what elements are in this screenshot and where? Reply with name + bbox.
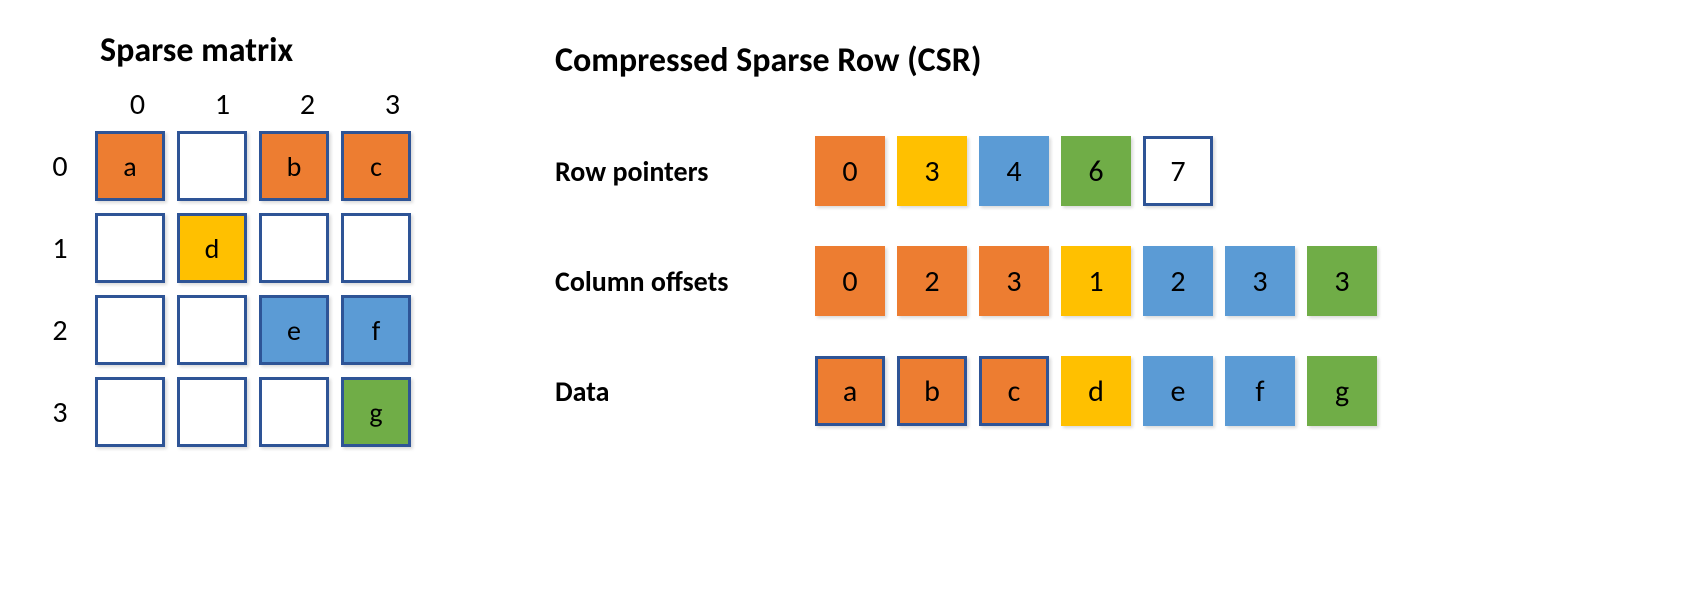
csr-cell: 2 bbox=[897, 246, 967, 316]
matrix-row: 1d bbox=[40, 213, 435, 283]
sparse-matrix-panel: Sparse matrix 0123 0abc1d2ef3g bbox=[40, 30, 435, 459]
csr-row: Column offsets0231233 bbox=[555, 246, 1377, 316]
matrix-row: 2 ef bbox=[40, 295, 435, 365]
sparse-matrix-title: Sparse matrix bbox=[100, 30, 293, 71]
matrix-cell bbox=[95, 377, 165, 447]
csr-cell: 3 bbox=[1225, 246, 1295, 316]
csr-cell: 7 bbox=[1143, 136, 1213, 206]
csr-cell: d bbox=[1061, 356, 1131, 426]
matrix-cell bbox=[95, 213, 165, 283]
csr-cells: 03467 bbox=[815, 136, 1213, 206]
matrix-cell bbox=[177, 131, 247, 201]
csr-cell: b bbox=[897, 356, 967, 426]
csr-cell: 4 bbox=[979, 136, 1049, 206]
csr-cell: 3 bbox=[979, 246, 1049, 316]
csr-cell: c bbox=[979, 356, 1049, 426]
matrix-cell bbox=[259, 213, 329, 283]
column-headers: 0123 bbox=[95, 86, 435, 123]
row-label: 3 bbox=[40, 394, 80, 431]
column-header: 2 bbox=[265, 86, 350, 123]
csr-row-label: Data bbox=[555, 374, 815, 409]
matrix-row: 0a bc bbox=[40, 131, 435, 201]
matrix-cell: c bbox=[341, 131, 411, 201]
csr-cell: 0 bbox=[815, 246, 885, 316]
csr-cell: g bbox=[1307, 356, 1377, 426]
matrix-cell: g bbox=[341, 377, 411, 447]
matrix-row: 3g bbox=[40, 377, 435, 447]
matrix-cell bbox=[177, 295, 247, 365]
matrix-cell bbox=[341, 213, 411, 283]
csr-row-label: Column offsets bbox=[555, 264, 815, 299]
matrix-cell bbox=[259, 377, 329, 447]
csr-cell: 1 bbox=[1061, 246, 1131, 316]
row-label: 0 bbox=[40, 148, 80, 185]
csr-cells: abcdefg bbox=[815, 356, 1377, 426]
csr-cell: 6 bbox=[1061, 136, 1131, 206]
csr-body: Row pointers03467Column offsets0231233Da… bbox=[555, 136, 1377, 466]
matrix-cell: b bbox=[259, 131, 329, 201]
csr-cell: 3 bbox=[1307, 246, 1377, 316]
column-header: 1 bbox=[180, 86, 265, 123]
csr-cell: e bbox=[1143, 356, 1213, 426]
matrix-cell: e bbox=[259, 295, 329, 365]
csr-cell: 3 bbox=[897, 136, 967, 206]
csr-cell: 2 bbox=[1143, 246, 1213, 316]
csr-cell: a bbox=[815, 356, 885, 426]
csr-panel: Compressed Sparse Row (CSR) Row pointers… bbox=[555, 40, 1377, 466]
matrix-cell: f bbox=[341, 295, 411, 365]
matrix-body: 0abc1d2ef3g bbox=[40, 131, 435, 459]
csr-row-label: Row pointers bbox=[555, 154, 815, 189]
csr-row: Row pointers03467 bbox=[555, 136, 1377, 206]
column-header: 0 bbox=[95, 86, 180, 123]
column-header: 3 bbox=[350, 86, 435, 123]
matrix-cell: a bbox=[95, 131, 165, 201]
matrix-cell bbox=[177, 377, 247, 447]
row-label: 2 bbox=[40, 312, 80, 349]
csr-row: Dataabcdefg bbox=[555, 356, 1377, 426]
matrix-cell: d bbox=[177, 213, 247, 283]
row-label: 1 bbox=[40, 230, 80, 267]
csr-title: Compressed Sparse Row (CSR) bbox=[555, 40, 1377, 81]
matrix-container: 0123 0abc1d2ef3g bbox=[40, 86, 435, 459]
csr-cell: 0 bbox=[815, 136, 885, 206]
csr-cells: 0231233 bbox=[815, 246, 1377, 316]
csr-cell: f bbox=[1225, 356, 1295, 426]
matrix-cell bbox=[95, 295, 165, 365]
